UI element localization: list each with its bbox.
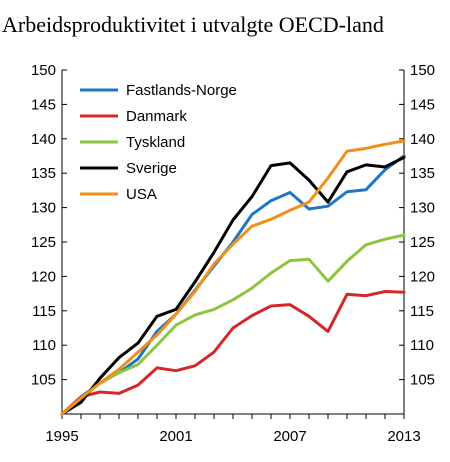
legend-label-2: Tyskland xyxy=(126,134,185,151)
y-tick-label-right: 110 xyxy=(410,337,434,354)
y-axis-right: 105 110 115 120 125 130 135 140 145 150 xyxy=(399,62,435,389)
y-tick-label-left: 140 xyxy=(31,131,56,148)
y-tick-label-right: 145 xyxy=(410,96,435,113)
y-tick-label-right: 120 xyxy=(410,268,435,285)
x-axis: 1995 2001 2007 2013 xyxy=(45,414,421,445)
y-tick-label-left: 135 xyxy=(31,165,56,182)
y-tick-label-left: 105 xyxy=(31,372,56,389)
x-tick-label: 2001 xyxy=(159,428,192,445)
series-group xyxy=(60,139,406,416)
y-tick-label-left: 150 xyxy=(31,62,56,79)
y-tick-label-right: 130 xyxy=(410,200,435,217)
legend-label-0: Fastlands-Norge xyxy=(126,82,237,99)
legend-label-4: USA xyxy=(126,186,157,203)
x-tick-label: 2013 xyxy=(387,428,420,445)
x-tick-label: 1995 xyxy=(45,428,78,445)
y-tick-label-left: 125 xyxy=(31,234,56,251)
y-tick-label-right: 125 xyxy=(410,234,435,251)
legend-label-3: Sverige xyxy=(126,160,177,177)
y-tick-label-left: 115 xyxy=(32,303,56,320)
y-tick-label-right: 135 xyxy=(410,165,435,182)
y-tick-label-left: 110 xyxy=(32,337,56,354)
series-line-1 xyxy=(60,290,406,416)
chart-title: Arbeidsproduktivitet i utvalgte OECD-lan… xyxy=(2,12,384,37)
y-tick-label-left: 130 xyxy=(31,200,56,217)
series-line-4 xyxy=(60,139,406,416)
series-line-2 xyxy=(60,233,406,416)
legend-label-1: Danmark xyxy=(126,108,187,125)
x-tick-label: 2007 xyxy=(273,428,306,445)
y-tick-label-right: 140 xyxy=(410,131,435,148)
y-tick-label-right: 105 xyxy=(410,372,435,389)
legend: Fastlands-Norge Danmark Tyskland Sverige USA xyxy=(80,82,237,203)
y-tick-label-right: 115 xyxy=(410,303,434,320)
series-line-3 xyxy=(60,155,406,416)
y-axis-left: 105 110 115 120 125 130 135 140 145 150 xyxy=(31,62,67,389)
y-tick-label-right: 150 xyxy=(410,62,435,79)
y-tick-label-left: 145 xyxy=(31,96,56,113)
y-tick-label-left: 120 xyxy=(31,268,56,285)
